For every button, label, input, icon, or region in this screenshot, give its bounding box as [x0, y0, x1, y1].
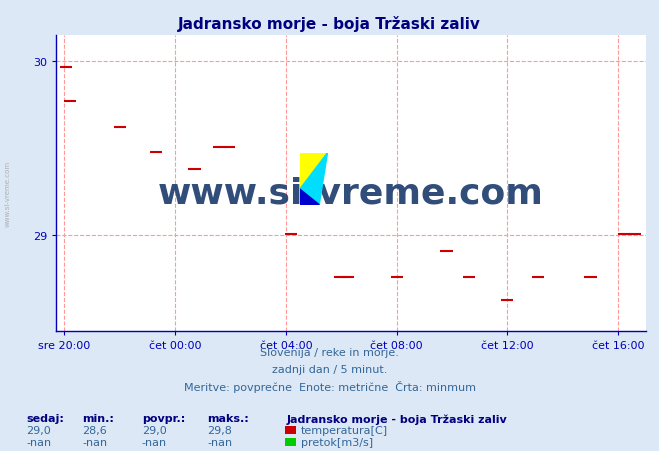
Text: 28,6: 28,6	[82, 425, 107, 435]
Text: pretok[m3/s]: pretok[m3/s]	[301, 437, 373, 447]
Polygon shape	[300, 153, 328, 189]
Text: povpr.:: povpr.:	[142, 414, 185, 423]
Text: temperatura[C]: temperatura[C]	[301, 425, 388, 435]
Polygon shape	[300, 189, 319, 205]
Text: Jadransko morje - boja Tržaski zaliv: Jadransko morje - boja Tržaski zaliv	[178, 16, 481, 32]
Text: 29,0: 29,0	[26, 425, 51, 435]
Text: www.si-vreme.com: www.si-vreme.com	[5, 161, 11, 227]
Text: -nan: -nan	[26, 437, 51, 447]
Text: Meritve: povprečne  Enote: metrične  Črta: minmum: Meritve: povprečne Enote: metrične Črta:…	[183, 380, 476, 392]
Text: -nan: -nan	[208, 437, 233, 447]
Text: -nan: -nan	[82, 437, 107, 447]
Text: -nan: -nan	[142, 437, 167, 447]
Text: Jadransko morje - boja Tržaski zaliv: Jadransko morje - boja Tržaski zaliv	[287, 413, 507, 424]
Text: 29,0: 29,0	[142, 425, 167, 435]
Text: Slovenija / reke in morje.: Slovenija / reke in morje.	[260, 347, 399, 357]
Text: min.:: min.:	[82, 414, 114, 423]
Text: 29,8: 29,8	[208, 425, 233, 435]
Text: zadnji dan / 5 minut.: zadnji dan / 5 minut.	[272, 364, 387, 374]
Text: sedaj:: sedaj:	[26, 414, 64, 423]
Polygon shape	[300, 153, 328, 205]
Text: www.si-vreme.com: www.si-vreme.com	[158, 176, 544, 210]
Text: maks.:: maks.:	[208, 414, 249, 423]
